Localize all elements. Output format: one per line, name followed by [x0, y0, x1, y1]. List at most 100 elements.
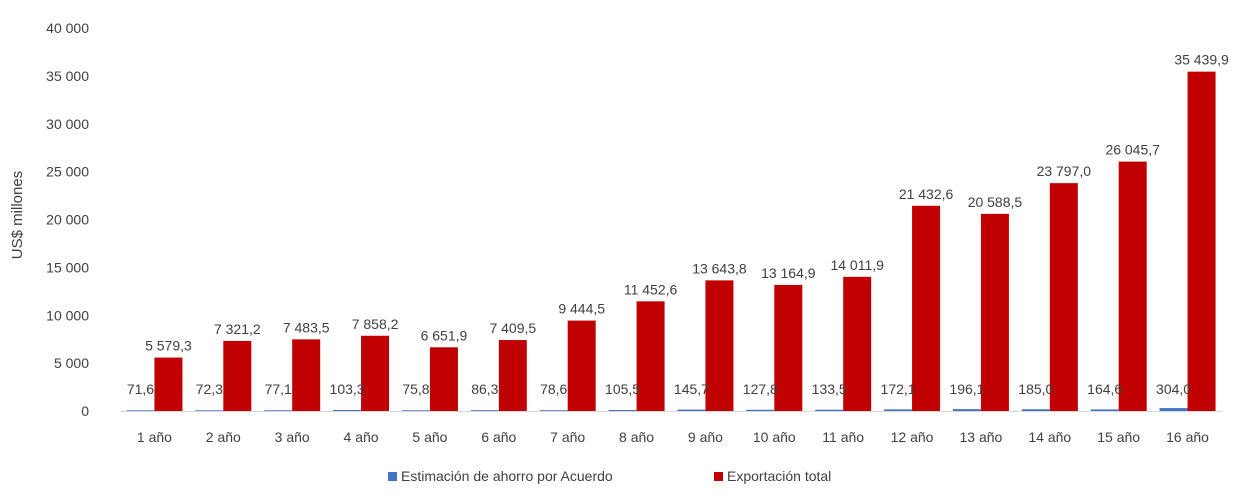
- y-axis-label: US$ millones: [9, 171, 26, 259]
- legend-label-exportacion: Exportación total: [727, 468, 831, 484]
- x-tick-label: 13 año: [960, 429, 1003, 445]
- bar-ahorro: [1159, 408, 1188, 411]
- bar-exportacion: [498, 340, 527, 411]
- data-label-exportacion: 20 588,5: [968, 194, 1023, 210]
- data-label-ahorro: 145,7: [674, 381, 709, 397]
- bar-exportacion: [1118, 161, 1147, 411]
- bar-ahorro: [608, 409, 637, 411]
- y-tick-label: 5 000: [54, 355, 89, 371]
- data-label-ahorro: 172,1: [881, 381, 916, 397]
- bar-exportacion: [980, 213, 1009, 411]
- x-tick-label: 14 año: [1028, 429, 1071, 445]
- y-tick-label: 10 000: [46, 307, 89, 323]
- bar-exportacion: [429, 347, 458, 411]
- data-label-ahorro: 75,8: [402, 381, 429, 397]
- data-label-exportacion: 13 643,8: [692, 260, 747, 276]
- data-label-ahorro: 133,5: [812, 381, 847, 397]
- x-tick-label: 16 año: [1166, 429, 1209, 445]
- bar-ahorro: [333, 410, 362, 411]
- bar-ahorro: [539, 410, 568, 411]
- x-tick-label: 11 año: [822, 429, 864, 445]
- bar-ahorro: [952, 409, 981, 411]
- y-axis-ticks: 0 5 000 10 000 15 000 20 000 25 000 30 000 35 0…: [46, 20, 89, 419]
- data-label-exportacion: 7 409,5: [489, 320, 536, 336]
- bar-ahorro: [401, 410, 430, 411]
- y-tick-label: 35 000: [46, 68, 89, 84]
- data-label-ahorro: 185,0: [1018, 381, 1053, 397]
- bar-exportacion: [912, 205, 941, 411]
- bar-exportacion: [1049, 183, 1078, 411]
- bar-ahorro: [815, 409, 844, 411]
- bar-exportacion: [154, 357, 183, 411]
- data-label-ahorro: 86,3: [471, 381, 498, 397]
- bar-exportacion: [1187, 71, 1216, 411]
- bars: [126, 71, 1216, 411]
- data-label-ahorro: 78,6: [540, 381, 567, 397]
- x-tick-label: 12 año: [891, 429, 934, 445]
- data-label-ahorro: 164,6: [1087, 381, 1122, 397]
- x-tick-label: 3 año: [275, 429, 310, 445]
- x-tick-label: 7 año: [550, 429, 585, 445]
- data-label-exportacion: 6 651,9: [421, 327, 468, 343]
- bar-ahorro: [1090, 409, 1119, 411]
- data-label-ahorro: 196,1: [949, 381, 984, 397]
- y-tick-label: 0: [81, 403, 89, 419]
- data-label-exportacion: 5 579,3: [145, 338, 192, 354]
- data-label-exportacion: 7 483,5: [283, 319, 330, 335]
- bar-ahorro: [1021, 409, 1050, 411]
- data-label-ahorro: 105,5: [605, 381, 640, 397]
- data-label-exportacion: 13 164,9: [761, 265, 816, 281]
- bar-ahorro: [677, 409, 706, 411]
- y-tick-label: 20 000: [46, 212, 89, 228]
- data-label-exportacion: 35 439,9: [1174, 52, 1229, 68]
- x-tick-label: 10 año: [753, 429, 796, 445]
- bar-ahorro: [264, 410, 293, 411]
- x-tick-label: 8 año: [619, 429, 654, 445]
- bar-exportacion: [223, 340, 252, 411]
- bar-ahorro: [746, 409, 775, 411]
- data-label-exportacion: 21 432,6: [899, 186, 954, 202]
- bar-ahorro: [195, 410, 224, 411]
- data-label-exportacion: 11 452,6: [624, 281, 678, 297]
- data-label-exportacion: 14 011,9: [830, 257, 884, 273]
- bar-exportacion: [843, 276, 872, 411]
- y-tick-label: 30 000: [46, 116, 89, 132]
- x-tick-label: 9 año: [688, 429, 723, 445]
- legend-label-ahorro: Estimación de ahorro por Acuerdo: [401, 468, 613, 484]
- data-label-exportacion: 26 045,7: [1105, 142, 1160, 158]
- legend: Estimación de ahorro por Acuerdo Exporta…: [388, 468, 831, 484]
- data-label-ahorro: 127,8: [743, 381, 778, 397]
- data-label-ahorro: 77,1: [265, 381, 292, 397]
- y-tick-label: 25 000: [46, 164, 89, 180]
- bar-exportacion: [774, 284, 803, 411]
- x-tick-label: 2 año: [206, 429, 241, 445]
- bar-ahorro: [470, 410, 499, 411]
- x-tick-label: 1 año: [137, 429, 172, 445]
- bar-exportacion: [361, 335, 390, 411]
- bar-exportacion: [567, 320, 596, 411]
- x-tick-label: 6 año: [481, 429, 516, 445]
- data-label-ahorro: 103,3: [330, 381, 365, 397]
- bar-exportacion: [636, 301, 665, 411]
- data-label-ahorro: 304,0: [1156, 381, 1191, 397]
- data-label-ahorro: 72,3: [196, 381, 223, 397]
- x-tick-label: 5 año: [412, 429, 447, 445]
- legend-swatch-ahorro: [388, 472, 397, 481]
- x-axis-ticks: 1 año 2 año 3 año 4 año 5 año 6 año 7 año 8 año…: [137, 429, 1209, 445]
- y-tick-label: 40 000: [46, 20, 89, 36]
- bar-ahorro: [884, 409, 913, 411]
- y-tick-label: 15 000: [46, 259, 89, 275]
- data-label-ahorro: 71,6: [127, 381, 154, 397]
- x-tick-label: 15 año: [1097, 429, 1140, 445]
- legend-swatch-exportacion: [714, 472, 723, 481]
- x-tick-label: 4 año: [344, 429, 379, 445]
- bar-exportacion: [292, 339, 321, 411]
- data-labels: 71,6 5 579,3 72,3 7 321,2 77,1 7 483,5 103,3 7 …: [127, 52, 1229, 397]
- data-label-exportacion: 9 444,5: [558, 301, 605, 317]
- data-label-exportacion: 7 858,2: [352, 316, 399, 332]
- bar-exportacion: [705, 280, 734, 411]
- bar-ahorro: [126, 410, 155, 411]
- data-label-exportacion: 7 321,2: [214, 321, 261, 337]
